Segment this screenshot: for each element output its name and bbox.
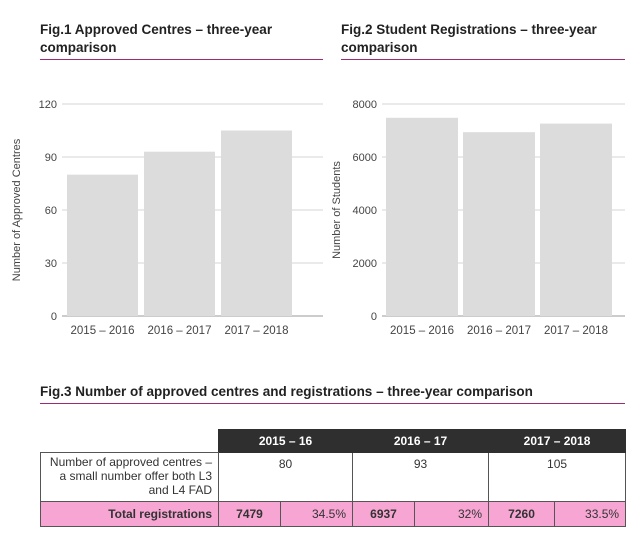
- fig1-xtick-2: 2016 – 2017: [148, 325, 212, 337]
- fig1-bar-2: [144, 151, 215, 316]
- fig1-xtick-1: 2015 – 2016: [71, 325, 135, 337]
- cell-registrations-2015-16: 7479: [218, 501, 281, 527]
- fig3-table: 2015 – 16 2016 – 17 2017 – 2018 Number o…: [40, 429, 627, 527]
- fig1-ytick-30: 30: [45, 258, 57, 270]
- fig2-title: Fig.2 Student Registrations – three-year…: [341, 21, 597, 57]
- cell-centres-2016-17: 93: [352, 452, 490, 502]
- fig2-bar-chart: 0 2000 4000 6000 8000 2015 – 2016 2016 – 2017 2…: [331, 99, 625, 337]
- fig3-title: Fig.3 Number of approved centres and reg…: [40, 384, 533, 399]
- cell-share-2017-18: 33.5%: [554, 501, 627, 527]
- row-label-total-registrations: Total registrations: [40, 501, 219, 527]
- fig1-ytick-60: 60: [45, 205, 57, 217]
- cell-share-2016-17: 32%: [414, 501, 490, 527]
- fig2-bar-2: [463, 132, 535, 316]
- cell-registrations-2017-18: 7260: [488, 501, 556, 527]
- fig1-xtick-3: 2017 – 2018: [225, 325, 289, 337]
- fig2-ytick-6000: 6000: [353, 152, 377, 164]
- cell-centres-2017-18: 105: [488, 452, 627, 502]
- fig1-title-line1: Fig.1 Approved Centres – three-year: [40, 22, 273, 37]
- fig1-ytick-0: 0: [51, 311, 57, 323]
- table-row-approved-centres: Number of approved centres – a small num…: [40, 452, 627, 502]
- fig2-title-line2: comparison: [341, 40, 418, 55]
- table-header-2015-16: 2015 – 16: [217, 429, 354, 453]
- fig2-bar-1: [386, 117, 458, 316]
- fig1-title-line2: comparison: [40, 40, 117, 55]
- table-header-2017-18: 2017 – 2018: [488, 429, 627, 453]
- cell-share-2015-16: 34.5%: [279, 501, 354, 527]
- fig1-ytick-120: 120: [39, 99, 57, 111]
- cell-centres-2015-16: 80: [217, 452, 354, 502]
- table-row-total-registrations: Total registrations 7479 34.5% 6937 32% …: [40, 501, 627, 527]
- fig1-bar-1: [67, 174, 138, 316]
- fig2-ytick-0: 0: [371, 311, 377, 323]
- fig2-xtick-1: 2015 – 2016: [390, 325, 454, 337]
- cell-registrations-2016-17: 6937: [352, 501, 416, 527]
- fig1-ylabel: Number of Approved Centres: [11, 138, 23, 281]
- fig2-ylabel: Number of Students: [331, 161, 343, 259]
- fig2-ytick-2000: 2000: [353, 258, 377, 270]
- fig2-ytick-4000: 4000: [353, 205, 377, 217]
- fig1-bar-chart: 0 30 60 90 120 2015 – 2016 2016 – 2017 2017 – 2…: [11, 99, 323, 337]
- fig2-ytick-8000: 8000: [353, 99, 377, 111]
- fig2-xtick-3: 2017 – 2018: [544, 325, 608, 337]
- fig1-title: Fig.1 Approved Centres – three-year comp…: [40, 21, 272, 57]
- fig2-xtick-2: 2016 – 2017: [467, 325, 531, 337]
- fig1-title-rule: [40, 59, 323, 60]
- fig1-ytick-90: 90: [45, 152, 57, 164]
- fig2-title-rule: [341, 59, 625, 60]
- table-header-blank: [40, 429, 219, 453]
- fig1-bar-3: [221, 130, 292, 316]
- fig3-title-rule: [40, 403, 625, 404]
- row-label-approved-centres: Number of approved centres – a small num…: [40, 452, 219, 502]
- table-header-2016-17: 2016 – 17: [352, 429, 490, 453]
- fig2-bar-3: [540, 123, 612, 316]
- table-header-row: 2015 – 16 2016 – 17 2017 – 2018: [40, 429, 627, 453]
- fig2-title-line1: Fig.2 Student Registrations – three-year: [341, 22, 597, 37]
